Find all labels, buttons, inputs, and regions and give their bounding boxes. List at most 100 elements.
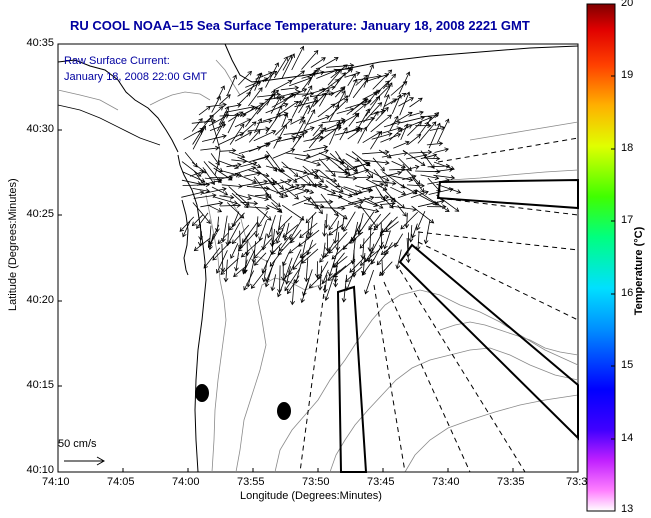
current-vector xyxy=(382,188,396,202)
current-vector-head xyxy=(337,68,343,74)
current-vector xyxy=(294,189,310,196)
current-vector xyxy=(202,135,227,142)
current-vector xyxy=(202,188,227,194)
current-vector-head xyxy=(288,249,294,254)
current-vector-head xyxy=(367,188,373,193)
current-vector xyxy=(277,238,294,256)
current-vector xyxy=(411,176,425,193)
current-vector xyxy=(417,121,437,144)
current-vector-head xyxy=(201,125,207,131)
current-vector xyxy=(379,261,393,276)
current-vector xyxy=(333,258,356,278)
current-vector-head xyxy=(344,170,350,176)
current-vector xyxy=(192,126,206,150)
colorbar-tick-label: 17 xyxy=(621,214,634,226)
colorbar-tick-label: 18 xyxy=(621,142,634,154)
current-vector xyxy=(238,232,251,249)
current-vector xyxy=(191,120,216,124)
current-vector xyxy=(254,118,262,134)
current-vector xyxy=(329,120,341,145)
current-vector xyxy=(299,243,317,258)
current-vector xyxy=(266,90,275,106)
current-vector xyxy=(179,216,195,232)
current-vector-head xyxy=(387,69,393,75)
current-vector-head xyxy=(306,181,312,186)
current-vector xyxy=(259,220,267,241)
current-vector xyxy=(379,202,395,205)
current-vector xyxy=(365,91,378,106)
current-vector-head xyxy=(403,123,409,129)
current-vector xyxy=(202,167,215,185)
current-vector xyxy=(192,214,204,226)
current-vector-head xyxy=(424,190,429,195)
current-vector-head xyxy=(232,74,237,80)
current-vector-head xyxy=(391,201,396,207)
current-vector xyxy=(274,166,298,183)
current-vector-head xyxy=(299,253,305,259)
current-vector xyxy=(243,270,255,291)
current-vector xyxy=(226,202,244,219)
current-vector-head xyxy=(380,109,386,114)
current-vector-head xyxy=(253,254,258,259)
current-vector-head xyxy=(334,104,340,109)
current-vector-head xyxy=(364,168,369,173)
current-vector xyxy=(346,269,356,291)
current-vector xyxy=(219,195,234,199)
current-vector-head xyxy=(396,126,402,131)
current-vector xyxy=(370,85,391,106)
current-vector-head xyxy=(257,117,263,123)
current-vector xyxy=(183,128,204,141)
current-vector-head xyxy=(306,153,311,159)
current-vector xyxy=(424,157,440,160)
current-vector-head xyxy=(423,239,429,245)
current-vector xyxy=(247,194,269,200)
current-vector xyxy=(328,223,344,236)
current-vector-head xyxy=(416,225,421,231)
shipping-lane-dashed xyxy=(299,137,579,473)
current-vector-head xyxy=(230,254,235,259)
current-vector-head xyxy=(239,214,245,219)
current-vector xyxy=(309,274,323,288)
current-vector-head xyxy=(306,197,312,202)
current-vector-head xyxy=(309,189,315,195)
current-vector-head xyxy=(369,195,375,201)
current-vector xyxy=(196,212,209,229)
current-vector-head xyxy=(432,153,438,158)
current-vector xyxy=(402,175,417,181)
current-vector xyxy=(203,247,221,269)
current-vector xyxy=(182,220,191,237)
current-vector-head xyxy=(243,286,248,291)
current-vector xyxy=(318,124,342,142)
current-vector-head xyxy=(234,112,239,118)
current-vector xyxy=(319,265,323,290)
current-vector xyxy=(273,124,287,149)
current-vector xyxy=(301,88,326,97)
y-tick-label: 40:10 xyxy=(26,464,54,476)
current-vector-head xyxy=(409,97,414,102)
current-vector-head xyxy=(336,120,341,126)
current-vector xyxy=(292,197,311,206)
current-vector xyxy=(361,259,374,276)
current-vector-head xyxy=(322,288,328,294)
current-vector-head xyxy=(334,211,339,217)
current-vector-head xyxy=(401,92,407,98)
current-vector xyxy=(273,80,292,91)
current-vector-head xyxy=(384,106,389,112)
current-vector-head xyxy=(276,202,281,207)
current-vector xyxy=(211,186,228,196)
current-vector-head xyxy=(362,126,367,132)
current-vector xyxy=(348,112,360,127)
current-vector xyxy=(320,207,345,209)
current-vector xyxy=(307,115,330,125)
current-vector-head xyxy=(242,269,247,275)
current-vector-head xyxy=(436,169,441,175)
current-vector xyxy=(273,56,288,79)
current-vector xyxy=(278,233,292,252)
current-vector xyxy=(400,211,418,230)
current-vector-head xyxy=(420,183,425,189)
current-vector-head xyxy=(238,183,243,189)
colorbar-tick-label: 14 xyxy=(621,432,634,444)
current-vector-head xyxy=(353,78,358,84)
current-vector xyxy=(294,157,321,166)
current-vector xyxy=(282,252,290,266)
